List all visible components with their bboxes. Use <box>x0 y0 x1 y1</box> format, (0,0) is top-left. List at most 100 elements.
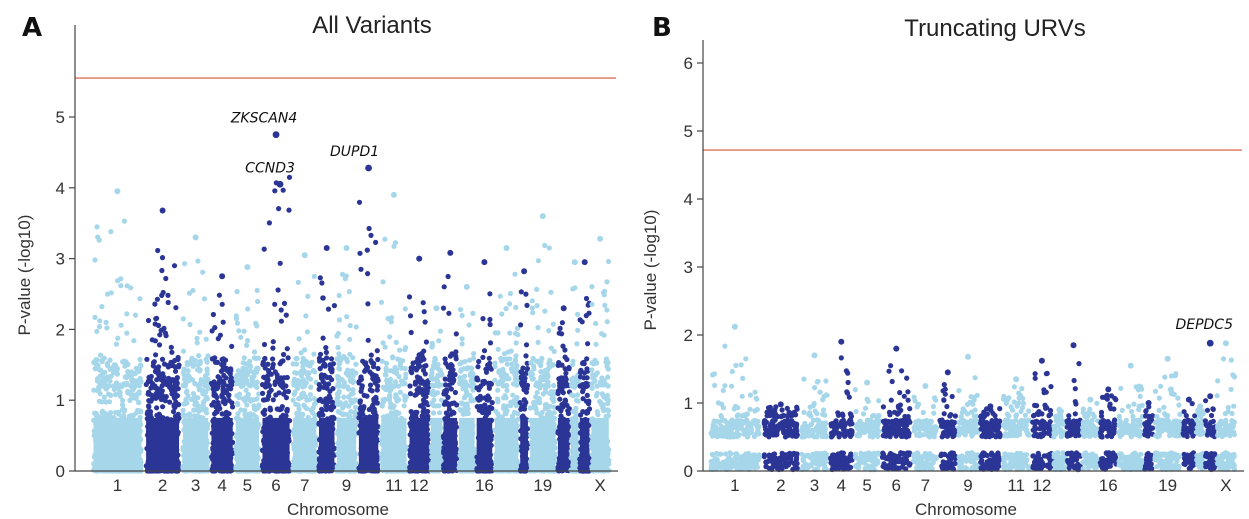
variant-point <box>341 355 347 361</box>
variant-point <box>291 376 298 382</box>
variant-point <box>249 379 255 385</box>
variant-point <box>154 296 160 302</box>
variant-point <box>96 385 102 391</box>
variant-point <box>120 397 126 403</box>
variant-point <box>153 390 159 397</box>
variant-point <box>347 336 353 342</box>
variant-point <box>513 330 519 337</box>
variant-point <box>312 369 318 375</box>
variant-point <box>128 391 134 397</box>
variant-point <box>149 337 155 343</box>
variant-point <box>216 292 222 298</box>
variant-point <box>115 335 121 341</box>
variant-point <box>486 355 492 361</box>
variant-point <box>116 411 122 417</box>
variant-point <box>520 413 526 419</box>
variant-point <box>95 362 101 368</box>
variant-point <box>103 319 109 325</box>
variant-point <box>303 405 310 412</box>
variant-point <box>260 397 267 403</box>
variant-point <box>266 389 272 395</box>
variant-point <box>298 350 304 356</box>
variant-point <box>382 236 388 242</box>
panel-a-points <box>91 131 612 474</box>
variant-point <box>247 411 253 417</box>
variant-point <box>336 351 342 357</box>
variant-point <box>311 351 317 357</box>
variant-point <box>350 368 356 374</box>
variant-point <box>340 405 346 411</box>
variant-point <box>402 365 408 372</box>
variant-point <box>536 360 542 366</box>
variant-point <box>162 398 168 404</box>
chromosome-6-dense-band <box>262 417 290 471</box>
variant-point <box>220 399 226 405</box>
variant-point <box>261 246 267 252</box>
variant-point <box>441 284 447 290</box>
variant-point <box>357 411 363 417</box>
chromosome-11-points <box>378 191 409 474</box>
variant-point <box>454 402 460 408</box>
variant-point <box>168 387 175 393</box>
variant-point <box>507 290 513 297</box>
variant-point <box>532 405 538 411</box>
variant-point <box>96 324 103 330</box>
variant-point <box>395 356 401 362</box>
variant-point <box>524 302 530 308</box>
variant-point <box>215 336 221 342</box>
variant-point <box>195 408 201 414</box>
variant-point <box>469 365 475 372</box>
variant-point <box>357 250 363 256</box>
variant-point <box>161 325 167 331</box>
variant-point <box>546 328 552 334</box>
variant-point <box>171 263 178 269</box>
variant-point <box>94 224 100 230</box>
variant-point <box>453 331 459 337</box>
variant-point <box>470 310 476 316</box>
variant-point <box>92 257 98 263</box>
variant-point <box>234 373 240 379</box>
variant-point <box>144 356 150 362</box>
variant-point <box>544 383 550 389</box>
variant-point <box>382 344 388 350</box>
variant-point <box>384 380 390 386</box>
variant-point <box>244 342 250 348</box>
variant-point <box>432 357 439 363</box>
variant-point <box>292 389 298 395</box>
variant-point <box>136 367 142 373</box>
variant-point <box>326 381 332 387</box>
variant-point <box>108 392 114 398</box>
variant-point <box>180 412 187 418</box>
variant-point <box>243 361 249 367</box>
variant-point <box>238 334 244 340</box>
variant-point <box>476 407 482 413</box>
variant-point <box>336 292 342 299</box>
variant-point <box>294 361 300 367</box>
variant-point <box>392 409 399 415</box>
variant-point <box>124 330 130 336</box>
variant-point <box>274 406 280 412</box>
chromosome-14-top-point <box>447 249 454 256</box>
variant-point <box>339 271 346 277</box>
variant-point <box>436 382 442 388</box>
variant-point <box>391 369 397 375</box>
variant-point <box>131 338 137 344</box>
variant-point <box>550 390 556 396</box>
chromosome-19-top-point <box>539 213 546 220</box>
variant-point <box>239 373 246 379</box>
variant-point <box>457 306 464 313</box>
variant-point <box>534 303 540 309</box>
variant-point <box>128 383 134 389</box>
variant-point <box>495 387 501 393</box>
variant-point <box>270 356 276 362</box>
variant-point <box>327 388 333 394</box>
variant-point <box>270 397 276 403</box>
variant-point <box>540 391 546 397</box>
chromosome-19-dense-band <box>530 417 556 471</box>
variant-point <box>324 374 330 380</box>
variant-point <box>108 290 114 296</box>
variant-point <box>303 380 309 386</box>
chromosome-9-top-point <box>343 245 350 251</box>
variant-point <box>420 367 427 373</box>
variant-point <box>530 355 536 362</box>
